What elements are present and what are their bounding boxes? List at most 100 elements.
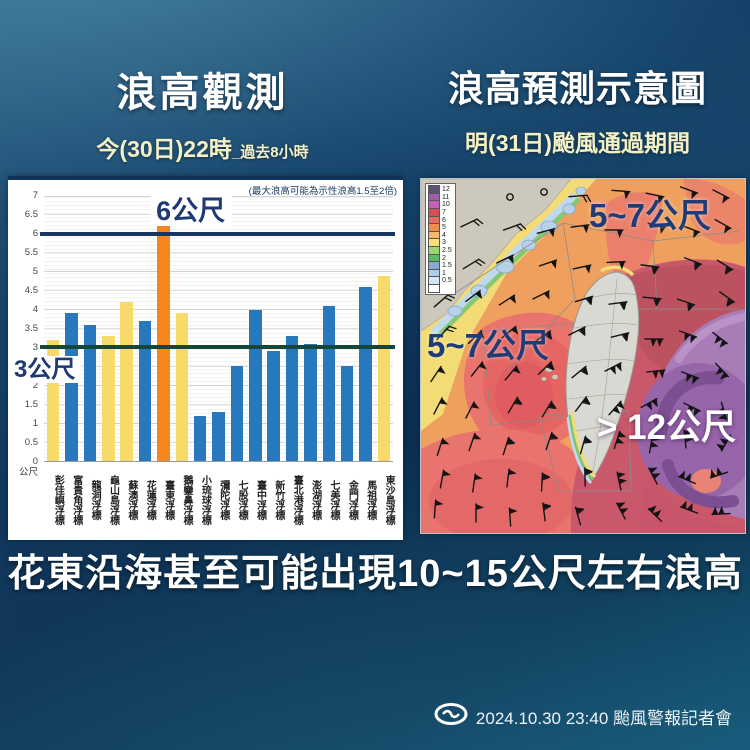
chart-note: (最大浪高可能為示性浪高1.5至2倍) — [248, 186, 397, 197]
wind-barb-icon — [439, 469, 451, 489]
wind-barb-icon — [541, 400, 557, 418]
wind-barb-icon — [568, 194, 592, 203]
bar-七美浮標 — [322, 305, 336, 461]
wind-barb-icon — [436, 325, 457, 341]
calm-wind-icon — [540, 188, 548, 196]
legend-label: 4 — [442, 231, 446, 239]
x-tick-label: 臺中浮標 — [254, 480, 266, 520]
wind-barb-icon — [608, 301, 628, 311]
wind-barb-icon — [645, 192, 665, 204]
cwa-logo-icon — [434, 702, 468, 731]
legend-label: 5 — [442, 224, 446, 232]
wind-barb-icon — [642, 296, 662, 307]
wind-barb-icon — [604, 229, 624, 239]
x-tick-label: 富貴角浮標 — [70, 475, 82, 525]
legend-label: 6 — [442, 216, 446, 224]
y-tick-label: 0.5 — [24, 437, 38, 449]
calm-wind-icon — [506, 193, 514, 201]
wind-barb-icon — [570, 224, 590, 234]
wind-barb-icon — [709, 467, 729, 479]
x-tick-label: 龍洞浮標 — [89, 480, 101, 520]
wind-barb-icon — [640, 264, 660, 275]
legend-item — [428, 284, 452, 294]
legend-label: 2 — [442, 254, 446, 262]
x-tick-label: 小琉球浮標 — [199, 475, 211, 525]
wind-barb-icon — [683, 257, 703, 271]
x-tick-label: 七美浮標 — [328, 480, 339, 520]
x-tick-label: 新竹浮標 — [272, 480, 284, 520]
gridline — [44, 384, 393, 386]
wind-barb-icon — [616, 502, 629, 520]
right-subtitle: 明(31日)颱風通過期間 — [465, 130, 690, 156]
wind-barb-icon — [465, 289, 483, 303]
y-tick-label: 4 — [32, 304, 38, 316]
wind-barb-icon — [433, 397, 448, 415]
gridline — [44, 403, 393, 405]
gridline — [44, 252, 393, 254]
wind-barb-icon — [647, 505, 663, 522]
x-tick-label: 龜山島浮標 — [107, 475, 119, 525]
wind-barb-icon — [574, 506, 585, 526]
wind-barb-icon — [611, 189, 631, 200]
wind-barb-icon — [572, 264, 592, 274]
wind-barb-icon — [507, 396, 523, 414]
y-tick-label: 4.5 — [24, 285, 38, 296]
x-tick-label: 七股浮標 — [236, 480, 248, 520]
wind-barb-icon — [606, 260, 626, 270]
wind-barb-icon — [502, 223, 527, 232]
wind-barb-icon — [604, 362, 622, 375]
bar-臺北港浮標 — [285, 336, 299, 461]
left-header: 浪高觀測 今(30日)22時_過去8小時 — [0, 60, 405, 164]
x-tick-label: 馬祖浮標 — [364, 480, 376, 520]
bar-新竹浮標 — [267, 351, 280, 461]
bar-臺東浮標 — [157, 226, 170, 461]
wind-barb-icon — [711, 505, 731, 516]
gridline — [44, 328, 393, 329]
footer-text: 2024.10.30 23:40 颱風警報記者會 — [475, 709, 732, 728]
wind-barb-icon — [537, 361, 555, 375]
gridline — [44, 271, 393, 273]
wind-barb-icon — [545, 431, 559, 451]
bar-小琉球浮標 — [193, 415, 207, 461]
wind-barb-icon — [574, 295, 594, 306]
gridline — [44, 290, 393, 292]
wind-barb-icon — [496, 254, 514, 264]
left-subtitle-note: _過去8小時 — [231, 144, 309, 161]
wind-barb-icon — [679, 186, 699, 200]
left-subtitle-main: 今(30日)22時 — [96, 136, 232, 162]
wind-barb-icon — [574, 396, 591, 412]
wind-barb-icon — [679, 500, 699, 514]
map-annotation-1: 5~7公尺 — [427, 327, 549, 364]
y-tick-label: 5 — [32, 266, 38, 277]
bar-chart-plot-area: 6公尺 3公尺 — [8, 195, 395, 462]
y-tick-label: 6 — [32, 228, 38, 239]
wind-barb-icon — [681, 225, 701, 239]
bar-澎湖浮標 — [304, 343, 317, 461]
reference-line-6m — [40, 231, 395, 236]
warning-banner: 花東沿海甚至可能出現10~15公尺左右浪高 — [7, 553, 743, 595]
y-tick-label: 3 — [32, 342, 38, 353]
wind-barb-icon — [676, 298, 696, 312]
map-annotation-0: 5~7公尺 — [589, 197, 711, 234]
bar-鵝鑾鼻浮標 — [175, 313, 189, 461]
wind-barb-icon — [584, 467, 593, 487]
legend-label: 2.5 — [442, 247, 452, 255]
wind-barb-icon — [610, 332, 630, 342]
reference-line-3m — [40, 345, 395, 350]
gridline — [44, 309, 393, 311]
y-tick-label: 7 — [32, 190, 38, 201]
wind-barb-icon — [680, 371, 700, 385]
wind-barb-icon — [501, 325, 519, 339]
wind-barb-icon — [540, 472, 551, 492]
wind-barb-icon — [716, 401, 728, 421]
left-title: 浪高觀測 — [116, 71, 289, 115]
y-tick-label: 6.5 — [24, 209, 38, 220]
bar-花蓮浮標 — [138, 320, 152, 461]
wind-barb-icon — [506, 468, 517, 488]
x-axis-labels: 彭佳嶼浮標 富貴角浮標 龍洞浮標 龜山島浮標 蘇澳浮標 花蓮浮標 臺東浮標 鵝鑾鼻浮標 小琉球浮… — [44, 464, 394, 536]
bar-彌陀浮標 — [212, 411, 225, 461]
wind-barb-icon — [436, 437, 450, 457]
wind-barb-icon — [472, 473, 483, 493]
